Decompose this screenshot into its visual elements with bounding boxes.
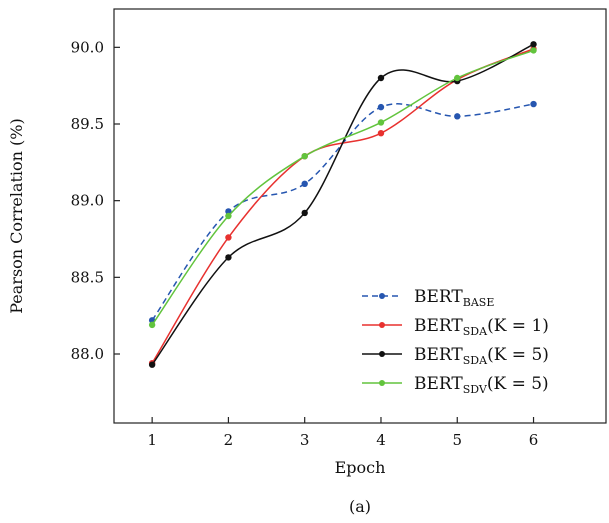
series-sda-2 [148, 41, 537, 368]
x-axis-ticks: 1 2 3 4 5 6 [147, 417, 538, 449]
legend-entry: BERTBASE [414, 287, 494, 309]
series-sda-1 [148, 45, 537, 367]
legend-name: BERT [414, 374, 463, 394]
data-point [148, 321, 156, 329]
legend-marker [379, 293, 385, 299]
x-tick-label: 6 [529, 431, 539, 449]
legend-name: BERT [414, 345, 463, 365]
data-point [454, 113, 461, 120]
x-tick-label: 1 [147, 431, 157, 449]
legend-entry: BERTSDA(K = 5) [414, 345, 549, 367]
legend-subscript: SDV [463, 383, 488, 396]
data-point [148, 361, 156, 368]
y-tick-label: 88.5 [71, 268, 104, 286]
legend-subscript: SDA [463, 325, 488, 338]
legend-name: BERT [414, 316, 463, 336]
legend-suffix: (K = 5) [487, 374, 549, 394]
data-point [530, 41, 537, 48]
legend-entry: BERTSDA(K = 1) [414, 316, 549, 338]
data-point [377, 74, 385, 82]
legend-suffix: (K = 1) [487, 316, 549, 336]
y-tick-label: 89.5 [71, 115, 104, 133]
data-point [225, 212, 232, 220]
data-point [225, 208, 232, 215]
y-tick-label: 88.0 [71, 345, 104, 363]
x-axis-label: Epoch [335, 458, 386, 477]
series-sdv-3 [148, 47, 537, 329]
legend-marker [379, 351, 385, 357]
legend-entry: BERTSDV(K = 5) [414, 374, 549, 396]
data-point [454, 74, 461, 82]
legend-marker [379, 380, 385, 386]
x-tick-label: 3 [300, 431, 310, 449]
y-tick-label: 89.0 [71, 192, 104, 210]
data-point [530, 100, 537, 108]
y-tick-label: 90.0 [71, 38, 104, 56]
x-tick-label: 5 [452, 431, 462, 449]
series-line [151, 49, 534, 326]
series-line [151, 103, 534, 321]
data-point [301, 180, 308, 187]
data-point [377, 119, 385, 126]
plot-frame [113, 8, 607, 424]
x-tick-label: 4 [376, 431, 386, 449]
data-point [225, 234, 232, 241]
figure-caption: (a) [349, 497, 371, 516]
legend-suffix: (K = 5) [487, 345, 549, 365]
data-point [225, 254, 232, 261]
series-layer [148, 41, 537, 368]
data-point [377, 130, 385, 137]
y-axis-ticks: 88.0 88.5 89.0 89.5 90.0 [71, 38, 120, 363]
series-line [151, 43, 534, 366]
series-line [151, 48, 534, 364]
data-point [530, 47, 537, 54]
y-axis-label: Pearson Correlation (%) [7, 118, 26, 314]
series-base-0 [148, 100, 537, 324]
data-point [377, 103, 385, 111]
legend-subscript: BASE [463, 296, 495, 309]
data-point [301, 209, 308, 217]
legend-name: BERT [414, 287, 463, 307]
legend-marker [379, 322, 385, 328]
x-tick-label: 2 [224, 431, 234, 449]
data-point [301, 153, 308, 160]
legend-subscript: SDA [463, 354, 488, 367]
